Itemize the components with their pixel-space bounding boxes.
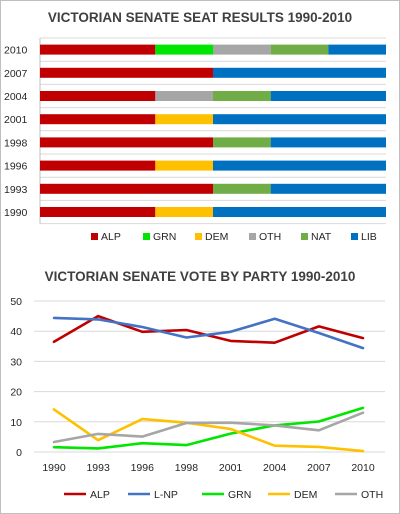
seat-year-label-1990: 1990	[4, 207, 28, 219]
vote-chart-series	[52, 314, 365, 453]
vote-legend-label-dem: DEM	[294, 489, 317, 501]
seat-bar-1990-dem	[155, 207, 213, 217]
seat-bar-1996-alp	[40, 160, 156, 171]
vote-chart-y-ticks: 0 10 20 30 40 50	[10, 296, 22, 459]
seat-bar-2001-alp	[40, 114, 156, 125]
seat-bar-1993-nat	[213, 183, 271, 194]
vote-legend-label-alp: ALP	[90, 489, 110, 501]
vote-y-tick-20: 20	[10, 387, 22, 399]
vote-chart-x-ticks: 1990 1993 1996 1998 2001 2004 2007 2010	[42, 462, 375, 474]
vote-y-tick-10: 10	[10, 417, 22, 429]
seat-bar-2010-lib	[328, 44, 386, 55]
seat-bar-1993-lib	[270, 183, 386, 194]
vote-chart-title: VICTORIAN SENATE VOTE BY PARTY 1990-2010	[45, 269, 356, 284]
seat-bar-2004-oth	[155, 91, 213, 101]
vote-y-tick-40: 40	[10, 326, 22, 338]
seat-legend-swatch-nat	[301, 233, 308, 240]
seat-bar-1998-lib	[270, 137, 386, 148]
vote-x-tick-2001: 2001	[219, 462, 243, 474]
seat-bar-2007-alp	[40, 67, 213, 78]
seat-legend-label-oth: OTH	[259, 231, 281, 243]
seat-legend-label-alp: ALP	[101, 231, 121, 243]
vote-x-tick-1990: 1990	[42, 462, 66, 474]
seat-bar-1990-alp	[40, 207, 156, 217]
vote-line-oth	[52, 411, 365, 444]
seat-bar-2001-dem	[155, 114, 213, 125]
seat-year-label-2001: 2001	[4, 114, 28, 126]
seat-year-label-1993: 1993	[4, 184, 28, 196]
seat-bar-1993-alp	[40, 183, 213, 194]
seat-bar-1998-nat	[213, 137, 271, 148]
seat-bar-1990-lib	[213, 207, 386, 217]
vote-legend-label-l-np: L-NP	[154, 489, 178, 501]
seat-bar-1996-dem	[155, 160, 213, 171]
vote-line-l-np	[52, 316, 365, 350]
vote-line-grn	[52, 406, 365, 450]
seat-chart-title: VICTORIAN SENATE SEAT RESULTS 1990-2010	[48, 10, 352, 25]
seat-legend-label-dem: DEM	[205, 231, 228, 243]
seat-bar-2004-alp	[40, 91, 156, 101]
seat-year-label-1996: 1996	[4, 161, 28, 173]
vote-x-tick-2007: 2007	[307, 462, 331, 474]
seat-legend-label-lib: LIB	[361, 231, 377, 243]
vote-y-tick-0: 0	[16, 447, 22, 459]
vote-y-tick-30: 30	[10, 356, 22, 368]
vote-x-tick-2010: 2010	[351, 462, 375, 474]
seat-bar-2010-grn	[155, 44, 213, 55]
seat-legend-label-nat: NAT	[311, 231, 332, 243]
seat-legend-swatch-lib	[351, 233, 358, 240]
seat-year-label-2010: 2010	[4, 45, 28, 57]
seat-bar-2004-lib	[270, 91, 386, 101]
seat-legend-swatch-alp	[91, 233, 98, 240]
seat-legend-swatch-dem	[195, 233, 202, 240]
seat-chart-gridlines	[39, 37, 386, 225]
seat-bar-1996-lib	[213, 160, 386, 171]
seat-legend-label-grn: GRN	[153, 231, 176, 243]
vote-x-tick-1993: 1993	[86, 462, 110, 474]
vote-x-tick-1998: 1998	[175, 462, 199, 474]
seat-bar-2001-lib	[213, 114, 386, 125]
seat-year-label-1998: 1998	[4, 137, 28, 149]
seat-year-label-2004: 2004	[4, 91, 28, 103]
seat-bar-2010-oth	[213, 44, 271, 55]
seat-year-label-2007: 2007	[4, 68, 28, 80]
seat-chart-bars	[40, 44, 386, 217]
seat-legend-swatch-grn	[143, 233, 150, 240]
seat-bar-2010-alp	[40, 44, 156, 55]
seat-bar-2004-nat	[213, 91, 271, 101]
vote-y-tick-50: 50	[10, 296, 22, 308]
vote-legend-label-oth: OTH	[361, 489, 383, 501]
vote-x-tick-1996: 1996	[131, 462, 155, 474]
vote-line-dem	[52, 408, 365, 453]
seat-legend-swatch-oth	[249, 233, 256, 240]
seat-bar-2010-nat	[270, 44, 329, 55]
vote-legend-label-grn: GRN	[228, 489, 251, 501]
seat-bar-2007-lib	[213, 67, 386, 78]
vote-chart-legend: ALP L-NP GRN DEM OTH	[64, 489, 383, 501]
vote-x-tick-2004: 2004	[263, 462, 287, 474]
seat-chart-y-labels: 2010 2007 2004 2001 1998 1996 1993 1990	[4, 45, 28, 219]
seat-bar-1998-alp	[40, 137, 213, 148]
seat-chart-legend: ALP GRN DEM OTH NAT LIB	[91, 231, 377, 243]
